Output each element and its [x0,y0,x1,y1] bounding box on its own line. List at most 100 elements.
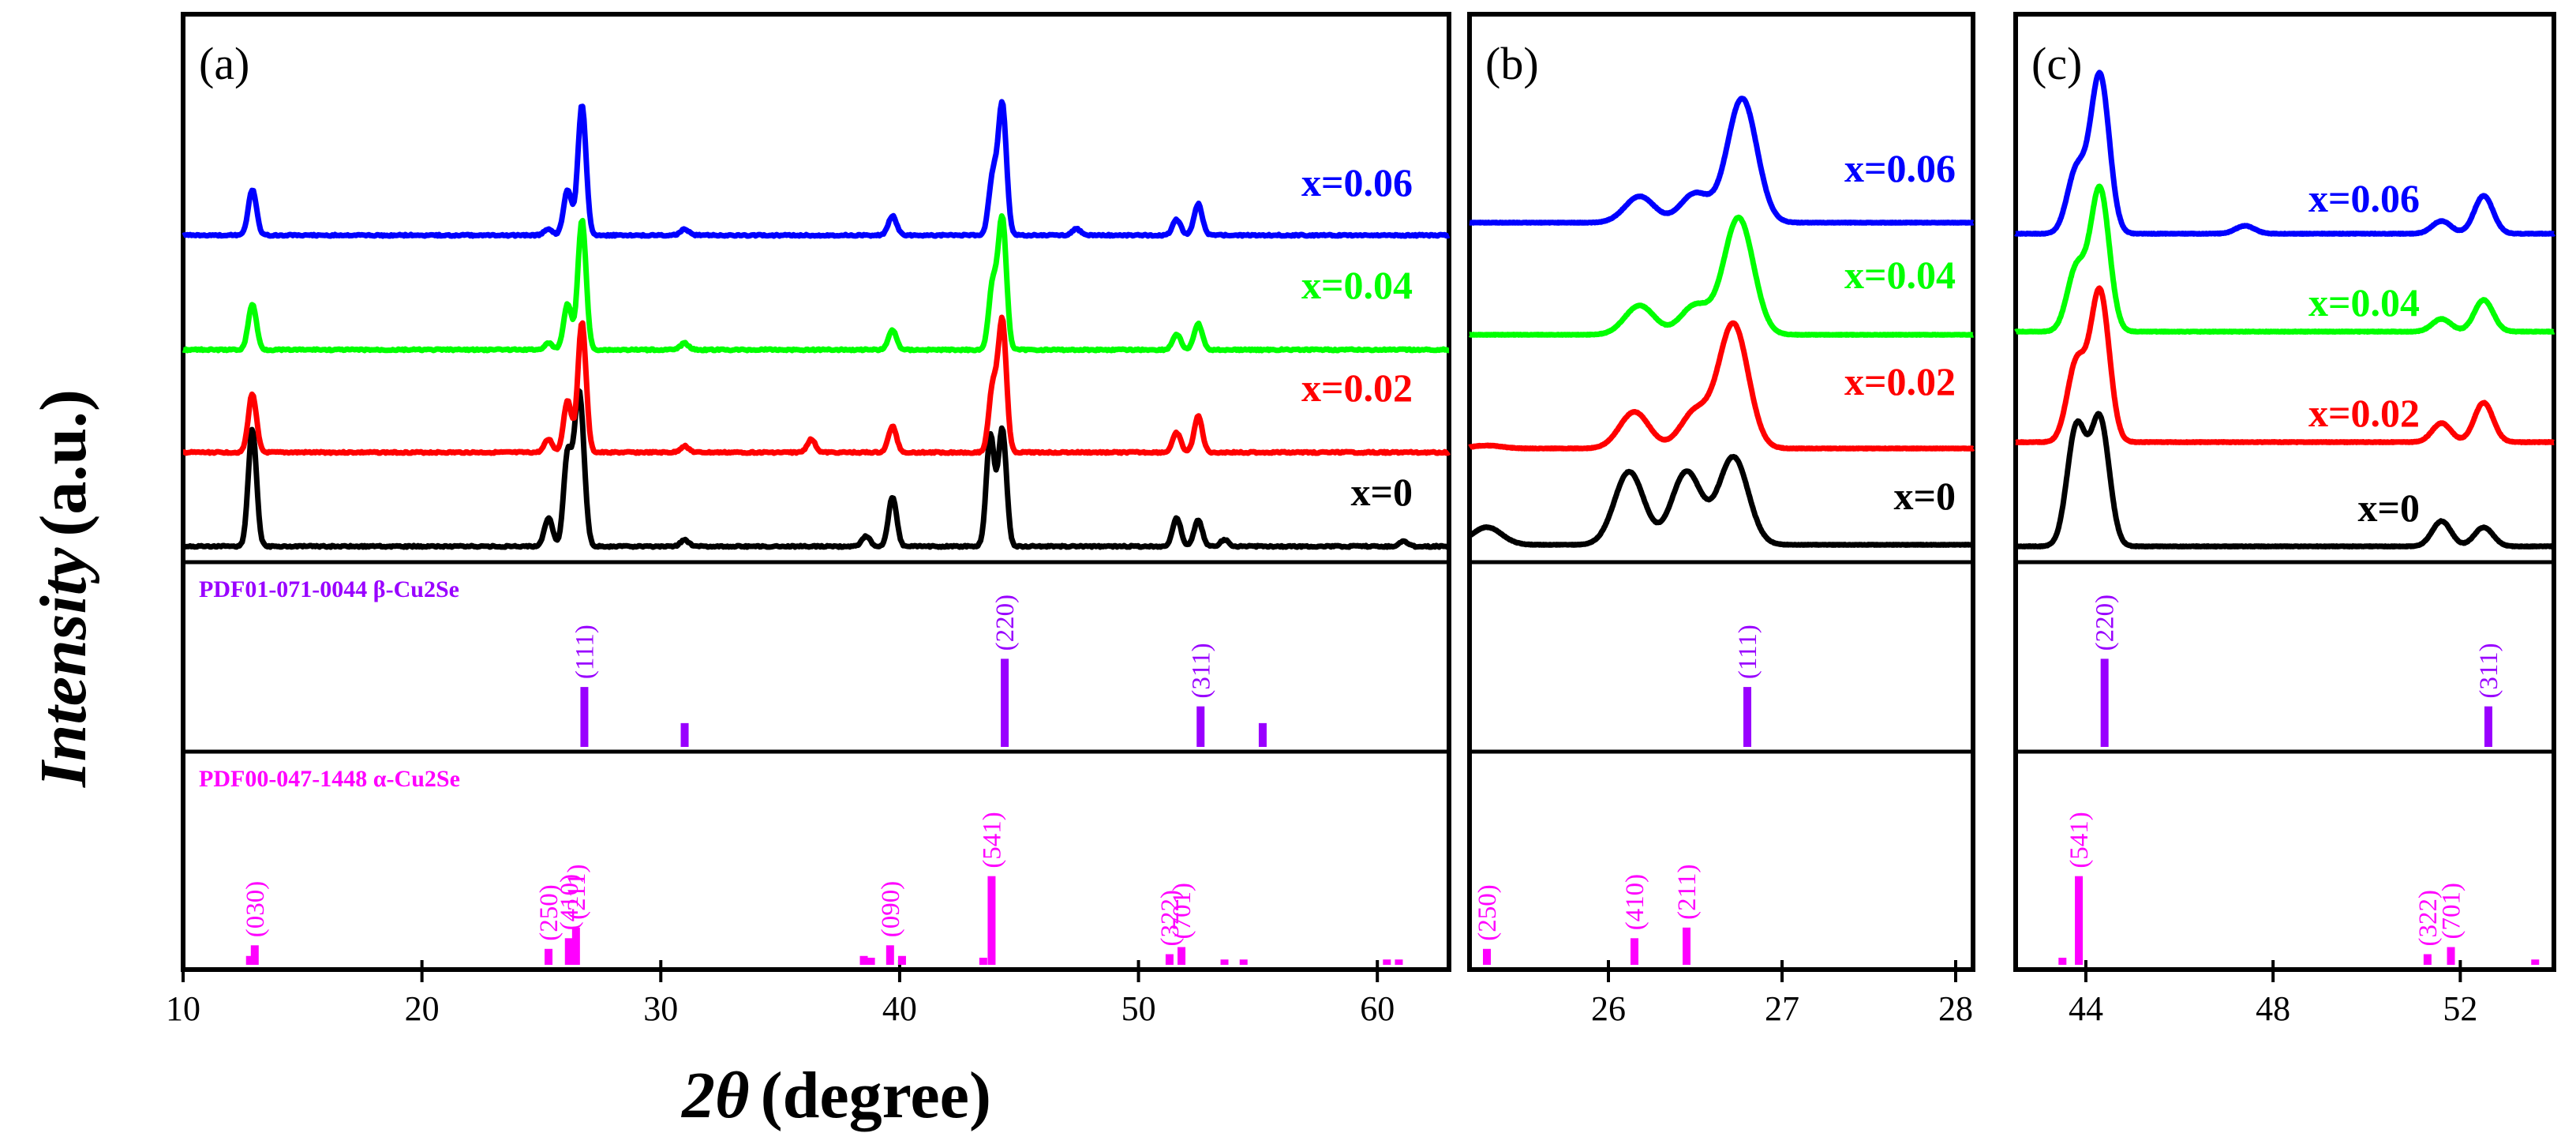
series-x=0.04 [2013,183,2556,335]
series-x=0.06 [2013,69,2556,237]
series-label: x=0.04 [1301,263,1413,307]
alpha-stick [1483,948,1491,965]
series-x=0.02 [182,314,1451,456]
panels: (a) 10 20 30 40 50 60 x=0.06 x=0.04 x=0.02 x=0 PDF0… [166,12,2556,1028]
series-x=0.02 [2013,285,2556,445]
x-tick-label: 28 [1938,989,1973,1028]
x-tick-label: 50 [1121,989,1156,1028]
series-label: x=0.04 [1844,253,1956,297]
series-label: x=0 [2358,486,2421,530]
alpha-stick [571,927,580,965]
x-axis-label-symbol: 2θ [680,1059,750,1132]
series-label: x=0 [1351,470,1413,514]
alpha-hkl-label: (701) [1168,883,1196,939]
x-tick-label: 52 [2443,989,2477,1028]
alpha-hkl-label: (211) [563,865,591,920]
series-x=0 [2013,411,2556,550]
alpha-hkl-label: (322) [1156,890,1185,946]
alpha-stick [1239,959,1248,965]
y-axis-label-unit: (a.u.) [27,389,100,537]
x-tick-label: 27 [1765,989,1799,1028]
x-tick-label: 26 [1591,989,1626,1028]
alpha-stick [1683,927,1690,965]
beta-stick [2100,658,2109,747]
alpha-hkl-label: (250) [1473,884,1502,940]
beta-hkl-label: (311) [1187,643,1215,698]
panel-frame [1467,12,1975,972]
alpha-hkl-label: (211) [1673,865,1702,920]
series-x=0.06 [1467,96,1975,226]
series-label: x=0.06 [2308,176,2420,220]
alpha-stick [987,876,996,965]
alpha-hkl-label: (410) [556,874,584,930]
beta-stick [1001,658,1009,747]
alpha-stick [1631,938,1638,965]
beta-stick [1196,706,1205,747]
x-axis-label: 2θ (degree) [680,1059,991,1132]
alpha-stick [979,958,987,965]
alpha-stick [897,955,906,965]
alpha-stick [545,948,553,965]
alpha-stick [2447,947,2455,965]
alpha-stick [2058,958,2067,965]
alpha-hkl-label: (541) [978,812,1006,868]
x-tick-label: 20 [405,989,440,1028]
x-tick-label: 40 [882,989,917,1028]
alpha-stick [1220,959,1229,965]
series-label: x=0.02 [1301,366,1413,410]
x-tick-label: 44 [2069,989,2103,1028]
series-label: x=0.06 [1301,160,1413,204]
x-tick-label: 10 [166,989,200,1028]
beta-hkl-label: (220) [991,595,1020,651]
alpha-reference-label: PDF00-047-1448 α-Cu2Se [199,766,460,792]
x-axis-label-unit: (degree) [761,1059,991,1132]
beta-stick [580,687,589,747]
beta-stick [2484,706,2492,747]
beta-reference-label: PDF01-071-0044 β-Cu2Se [199,576,459,602]
alpha-hkl-label: (090) [877,881,905,937]
series-x=0.04 [1467,214,1975,338]
x-tick-label: 30 [643,989,678,1028]
alpha-stick [1165,954,1174,965]
panel-frame [181,12,1451,972]
beta-stick [1258,722,1267,747]
panel-frame [2013,12,2556,972]
beta-hkl-label: (220) [2091,595,2120,651]
panel-b: (b) 26 27 28 x=0.06 x=0.04 x=0.02 x=0 (111) (250)… [1467,12,1975,1028]
panel-label: (b) [1485,38,1539,89]
panel-label: (a) [199,38,249,89]
panel-a: (a) 10 20 30 40 50 60 x=0.06 x=0.04 x=0.02 x=0 PDF0… [166,12,1451,1028]
beta-hkl-label: (311) [2475,643,2503,698]
alpha-hkl-label: (030) [242,881,270,937]
beta-hkl-label: (111) [571,625,599,679]
beta-stick [680,722,689,747]
x-tick-label: 48 [2256,989,2290,1028]
series-label: x=0 [1894,474,1956,518]
alpha-stick [1383,959,1391,965]
alpha-hkl-label: (701) [2438,883,2466,939]
series-label: x=0.04 [2308,280,2420,325]
alpha-stick [867,958,875,965]
alpha-hkl-label: (410) [1621,874,1649,930]
beta-stick [1743,687,1751,747]
beta-hkl-label: (111) [1734,625,1762,679]
y-axis-label-italic: Intensity [27,547,100,788]
alpha-hkl-label: (322) [2414,890,2443,946]
alpha-hkl-label: (250) [535,884,564,940]
alpha-stick [886,945,894,965]
alpha-stick [859,955,868,965]
alpha-stick [2423,954,2432,965]
y-axis-label: Intensity (a.u.) [27,389,100,788]
series-label: x=0.06 [1844,146,1956,190]
panel-c: (c) 44 48 52 x=0.06 x=0.04 x=0.02 x=0 (220) (311)… [2013,12,2556,1028]
series-x=0.06 [182,99,1451,239]
alpha-stick [245,955,254,965]
panel-label: (c) [2031,38,2082,89]
series-x=0 [181,388,1451,550]
alpha-stick [564,938,573,965]
alpha-stick [1178,947,1186,965]
series-label: x=0.02 [1844,359,1956,403]
series-label: x=0.02 [2308,391,2420,435]
alpha-stick [2075,876,2084,965]
